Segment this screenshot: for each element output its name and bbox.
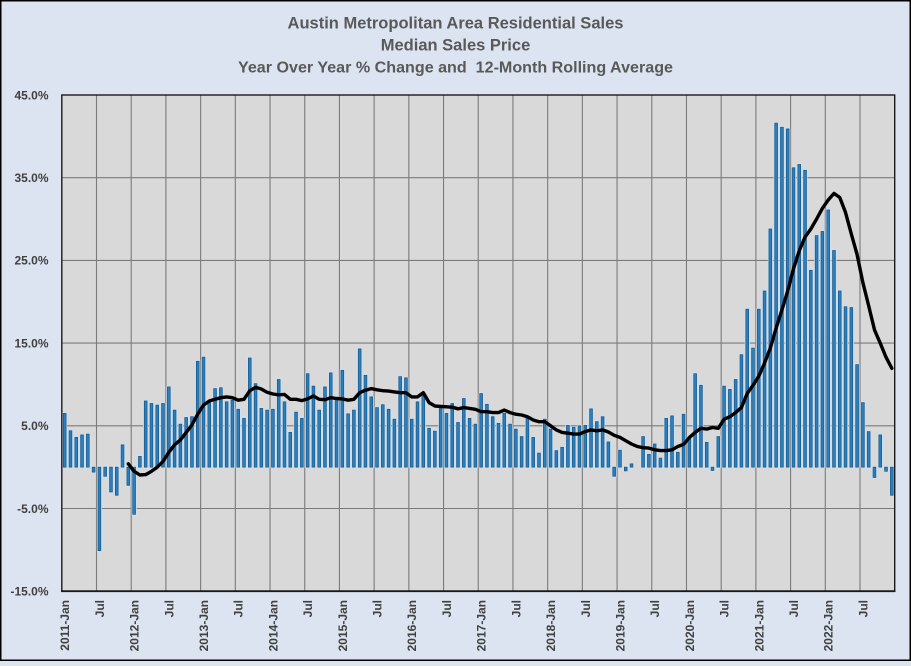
svg-text:2011-Jan: 2011-Jan: [58, 600, 72, 651]
svg-text:2012-Jan: 2012-Jan: [128, 600, 142, 651]
svg-text:-15.0%: -15.0%: [10, 585, 48, 599]
svg-text:Jul: Jul: [371, 600, 385, 617]
svg-text:Jul: Jul: [579, 600, 593, 617]
svg-text:2020-Jan: 2020-Jan: [683, 600, 697, 651]
svg-text:5.0%: 5.0%: [21, 419, 49, 433]
svg-text:Jul: Jul: [162, 600, 176, 617]
svg-text:Jul: Jul: [301, 600, 315, 617]
svg-text:2015-Jan: 2015-Jan: [336, 600, 350, 651]
svg-text:15.0%: 15.0%: [14, 336, 48, 350]
svg-text:2014-Jan: 2014-Jan: [266, 600, 280, 651]
svg-text:-5.0%: -5.0%: [17, 502, 49, 516]
svg-text:2022-Jan: 2022-Jan: [822, 600, 836, 651]
svg-text:45.0%: 45.0%: [14, 88, 48, 102]
svg-text:35.0%: 35.0%: [14, 171, 48, 185]
svg-text:2016-Jan: 2016-Jan: [405, 600, 419, 651]
svg-text:Jul: Jul: [440, 600, 454, 617]
svg-text:Jul: Jul: [93, 600, 107, 617]
svg-text:Jul: Jul: [787, 600, 801, 617]
svg-text:2018-Jan: 2018-Jan: [544, 600, 558, 651]
svg-text:Median Sales Price: Median Sales Price: [381, 37, 531, 55]
svg-text:2013-Jan: 2013-Jan: [197, 600, 211, 651]
svg-text:Jul: Jul: [232, 600, 246, 617]
svg-text:Austin Metropolitan Area Resid: Austin Metropolitan Area Residential Sal…: [288, 14, 624, 32]
svg-text:Jul: Jul: [718, 600, 732, 617]
svg-text:Jul: Jul: [648, 600, 662, 617]
svg-text:2019-Jan: 2019-Jan: [614, 600, 628, 651]
svg-text:Jul: Jul: [856, 600, 870, 617]
svg-text:25.0%: 25.0%: [14, 254, 48, 268]
svg-text:Year Over Year % Change and 1: Year Over Year % Change and 12-Month Rol…: [238, 59, 673, 77]
svg-text:2017-Jan: 2017-Jan: [475, 600, 489, 651]
svg-text:2021-Jan: 2021-Jan: [752, 600, 766, 651]
svg-text:Jul: Jul: [509, 600, 523, 617]
